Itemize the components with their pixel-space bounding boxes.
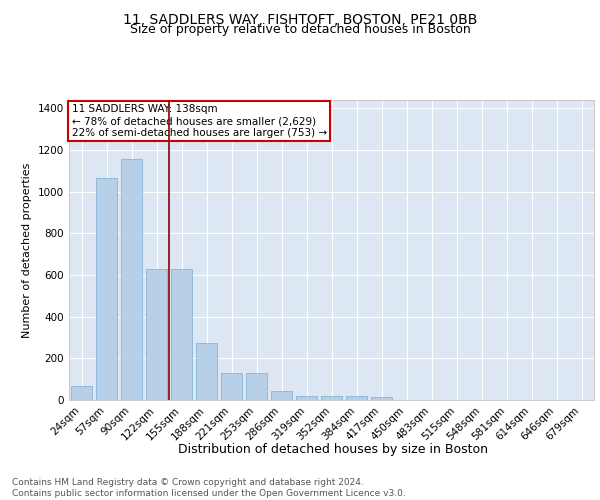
Bar: [96, 178, 117, 400]
Bar: [296, 396, 317, 400]
Bar: [346, 396, 367, 400]
Bar: [171, 269, 192, 400]
Y-axis label: Number of detached properties: Number of detached properties: [22, 162, 32, 338]
Bar: [321, 396, 342, 400]
Text: Contains HM Land Registry data © Crown copyright and database right 2024.
Contai: Contains HM Land Registry data © Crown c…: [12, 478, 406, 498]
Bar: [221, 373, 242, 400]
Text: Size of property relative to detached houses in Boston: Size of property relative to detached ho…: [130, 22, 470, 36]
Bar: [196, 342, 217, 400]
Bar: [246, 373, 267, 400]
Text: 11 SADDLERS WAY: 138sqm
← 78% of detached houses are smaller (2,629)
22% of semi: 11 SADDLERS WAY: 138sqm ← 78% of detache…: [71, 104, 327, 138]
Text: 11, SADDLERS WAY, FISHTOFT, BOSTON, PE21 0BB: 11, SADDLERS WAY, FISHTOFT, BOSTON, PE21…: [123, 12, 477, 26]
Text: Distribution of detached houses by size in Boston: Distribution of detached houses by size …: [178, 442, 488, 456]
Bar: [371, 397, 392, 400]
Bar: [71, 386, 92, 400]
Bar: [146, 269, 167, 400]
Bar: [121, 160, 142, 400]
Bar: [271, 390, 292, 400]
